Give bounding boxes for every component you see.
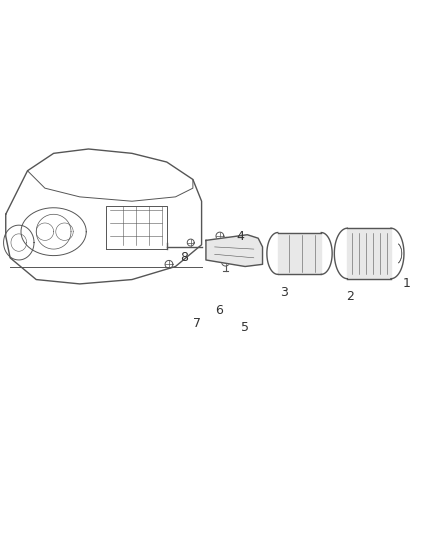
Polygon shape [206,235,262,266]
Text: 6: 6 [215,303,223,317]
Text: 7: 7 [193,317,201,329]
Text: 5: 5 [241,321,249,334]
Text: 1: 1 [402,277,410,290]
Text: 3: 3 [280,286,288,299]
Text: 4: 4 [237,230,245,243]
Polygon shape [347,228,391,279]
Text: 2: 2 [346,290,353,303]
Polygon shape [278,232,321,274]
Text: 8: 8 [180,251,188,264]
